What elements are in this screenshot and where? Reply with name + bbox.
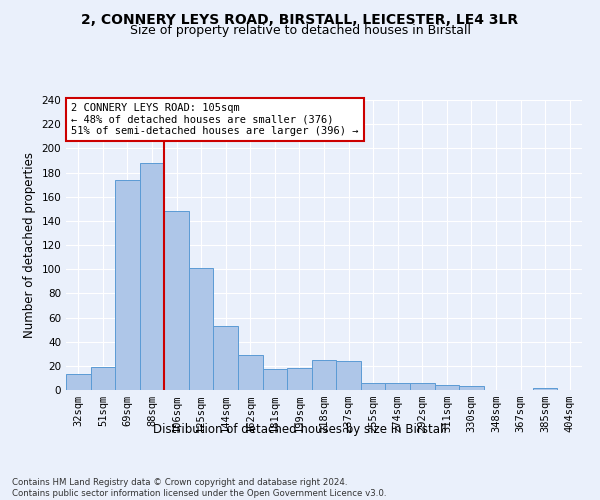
Bar bbox=[164, 211, 189, 390]
Text: Size of property relative to detached houses in Birstall: Size of property relative to detached ho… bbox=[130, 24, 470, 37]
Bar bbox=[459, 386, 484, 390]
Bar bbox=[189, 268, 214, 390]
Bar bbox=[336, 361, 361, 390]
Bar bbox=[287, 368, 312, 390]
Bar bbox=[312, 360, 336, 390]
Bar bbox=[214, 326, 238, 390]
Bar bbox=[434, 385, 459, 390]
Y-axis label: Number of detached properties: Number of detached properties bbox=[23, 152, 36, 338]
Bar bbox=[66, 374, 91, 390]
Text: 2, CONNERY LEYS ROAD, BIRSTALL, LEICESTER, LE4 3LR: 2, CONNERY LEYS ROAD, BIRSTALL, LEICESTE… bbox=[82, 12, 518, 26]
Bar bbox=[115, 180, 140, 390]
Bar bbox=[533, 388, 557, 390]
Bar bbox=[361, 383, 385, 390]
Bar bbox=[91, 367, 115, 390]
Bar bbox=[385, 383, 410, 390]
Text: Distribution of detached houses by size in Birstall: Distribution of detached houses by size … bbox=[153, 422, 447, 436]
Bar bbox=[263, 370, 287, 390]
Bar bbox=[410, 383, 434, 390]
Bar bbox=[140, 163, 164, 390]
Text: Contains HM Land Registry data © Crown copyright and database right 2024.
Contai: Contains HM Land Registry data © Crown c… bbox=[12, 478, 386, 498]
Bar bbox=[238, 355, 263, 390]
Text: 2 CONNERY LEYS ROAD: 105sqm
← 48% of detached houses are smaller (376)
51% of se: 2 CONNERY LEYS ROAD: 105sqm ← 48% of det… bbox=[71, 103, 359, 136]
